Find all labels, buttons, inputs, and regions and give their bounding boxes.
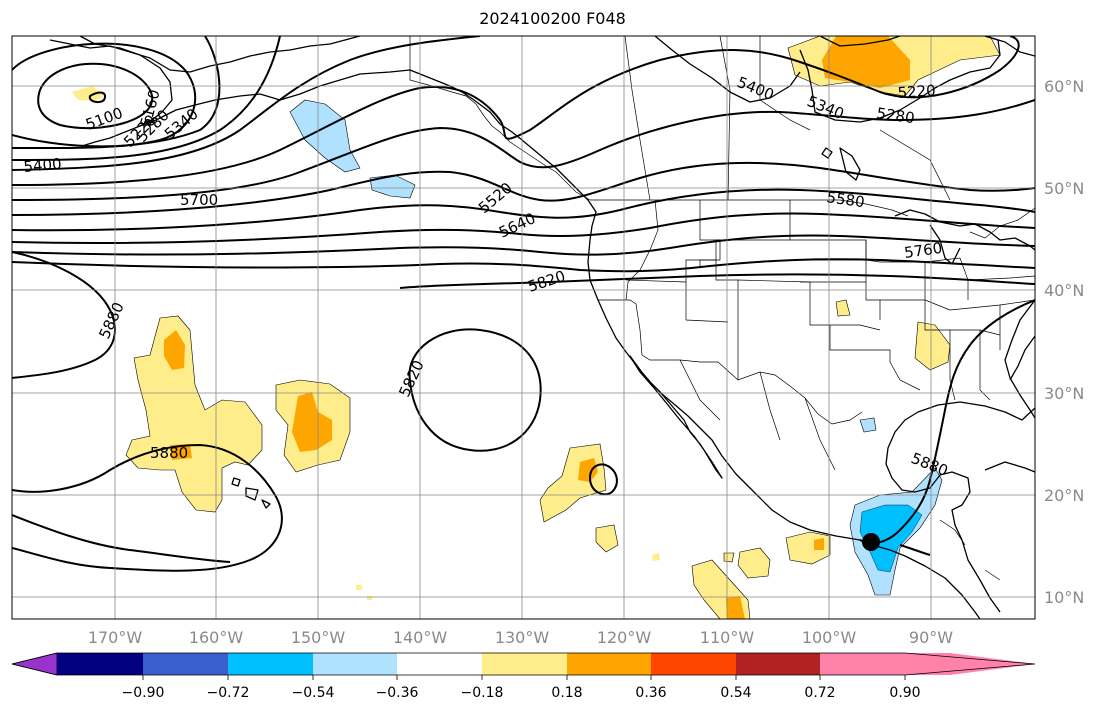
lon-tick-label: 150°W	[291, 628, 346, 647]
map-frame	[11, 35, 1036, 620]
colorbar-tick-label: −0.90	[122, 685, 165, 701]
lat-tick-label: 50°N	[1044, 179, 1084, 198]
colorbar-segment	[820, 653, 905, 675]
colorbar-tick-label: −0.18	[461, 685, 504, 701]
lon-tick-label: 130°W	[495, 628, 550, 647]
lat-tick-label: 10°N	[1044, 588, 1084, 607]
colorbar-extend-low	[11, 652, 58, 676]
lon-tick-label: 120°W	[597, 628, 652, 647]
lon-tick-label: 160°W	[189, 628, 244, 647]
figure-title: 2024100200 F048	[479, 9, 626, 28]
lat-tick-label: 20°N	[1044, 486, 1084, 505]
lat-tick-label: 40°N	[1044, 281, 1084, 300]
colorbar-segment	[482, 653, 567, 675]
colorbar-tick-label: 0.18	[551, 685, 582, 701]
colorbar-segment	[228, 653, 313, 675]
lon-tick-label: 170°W	[88, 628, 143, 647]
lon-tick-label: 110°W	[700, 628, 755, 647]
contour-label: 5400	[23, 155, 63, 176]
colorbar-tick-label: 0.90	[889, 685, 920, 701]
contour-label: 5880	[150, 444, 188, 462]
contour-label: 5280	[875, 104, 915, 127]
contour-label: 5340	[161, 105, 202, 143]
contour-label: 5820	[526, 267, 568, 296]
colorbar-tick-label: −0.72	[207, 685, 250, 701]
lon-tick-label: 100°W	[802, 628, 857, 647]
colorbar-segment	[567, 653, 651, 675]
colorbar-segment	[143, 653, 228, 675]
lat-tick-labels: 60°N 50°N 40°N 30°N 20°N 10°N	[1044, 77, 1084, 607]
colorbar-tick-label: −0.36	[376, 685, 419, 701]
contour-label: 5580	[825, 188, 865, 211]
height-contours	[12, 36, 1035, 572]
contour-label: 5220	[897, 81, 936, 102]
colorbar-tick-label: 0.36	[635, 685, 666, 701]
colorbar-tick-label: −0.54	[292, 685, 335, 701]
contour-label: 5760	[903, 239, 943, 262]
lat-tick-label: 60°N	[1044, 77, 1084, 96]
colorbar-segment	[736, 653, 820, 675]
lon-tick-label: 90°W	[909, 628, 953, 647]
shading-layer	[72, 36, 1001, 619]
colorbar-segment	[57, 653, 143, 675]
contour-label: 5400	[735, 73, 777, 104]
graticule	[12, 36, 1035, 619]
lon-tick-labels: 170°W 160°W 150°W 140°W 130°W 120°W 110°…	[88, 628, 953, 647]
colorbar-segment	[313, 653, 397, 675]
colorbar-segment	[651, 653, 736, 675]
map-area	[12, 36, 1035, 619]
colorbar-segment	[397, 653, 482, 675]
storm-center-marker	[862, 533, 880, 551]
contour-label: 5880	[95, 299, 127, 341]
colorbar-tick-label: 0.72	[804, 685, 835, 701]
lat-tick-label: 30°N	[1044, 384, 1084, 403]
contour-label: 5700	[180, 191, 218, 209]
lon-tick-label: 140°W	[393, 628, 448, 647]
borders	[409, 36, 1035, 581]
colorbar: −0.90 −0.72 −0.54 −0.36 −0.18 0.18 0.36 …	[11, 652, 1036, 701]
colorbar-tick-label: 0.54	[720, 685, 751, 701]
contour-label: 5340	[805, 92, 847, 123]
contour-label: 5100	[83, 104, 125, 134]
colorbar-extend-high	[905, 653, 1035, 675]
